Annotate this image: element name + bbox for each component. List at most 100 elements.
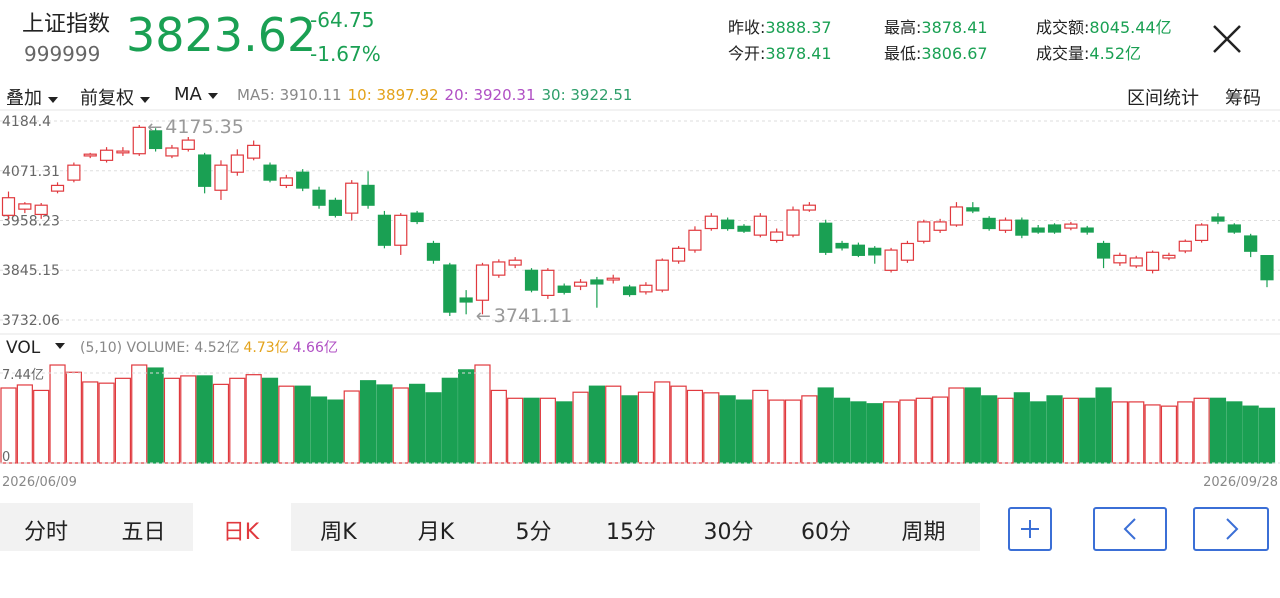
candle-body <box>802 204 816 211</box>
tool-button[interactable]: 筹码 <box>1225 88 1261 109</box>
candle-body <box>672 247 686 262</box>
tab[interactable]: 15分 <box>606 520 656 545</box>
vol-name[interactable]: VOL <box>6 338 41 358</box>
dropdown[interactable]: 前复权 <box>80 84 150 110</box>
stat: 昨收:3888.37 <box>728 14 832 38</box>
close-button[interactable] <box>1210 22 1244 56</box>
tab[interactable]: 周期 <box>901 520 946 545</box>
volume-bar <box>1144 404 1161 464</box>
candle-body <box>1195 224 1209 241</box>
tab[interactable]: 周K <box>320 520 357 545</box>
price: 3823.62 <box>126 8 317 62</box>
volume-bar <box>1160 405 1178 464</box>
volume-bar <box>1242 405 1259 464</box>
stat-value: 3806.67 <box>921 44 988 63</box>
candle-body <box>1145 251 1160 271</box>
candle-body <box>230 154 244 173</box>
candle-body <box>296 171 310 189</box>
volume-bar <box>33 389 50 464</box>
tab[interactable]: 月K <box>417 520 455 545</box>
stat: 最低:3806.67 <box>884 40 988 64</box>
candle-body <box>508 259 522 266</box>
volume-bar <box>686 389 704 464</box>
volume-bar <box>163 377 181 464</box>
candle-body <box>606 277 620 281</box>
ma-legend: MA5: 3910.11 <box>237 86 342 104</box>
candle-body <box>998 219 1013 231</box>
volume-bar <box>588 385 605 464</box>
candle-body <box>688 229 702 251</box>
x-end-label: 2026/09/28 <box>1203 475 1278 490</box>
candle-body <box>557 285 571 293</box>
tab[interactable]: 五日 <box>121 520 166 545</box>
candle-body <box>312 189 326 206</box>
candle-body <box>1129 257 1143 267</box>
volume-bar <box>114 377 132 464</box>
candle-body <box>394 214 408 246</box>
y-tick-label: 3732.06 <box>2 313 60 329</box>
candle-body <box>1096 242 1111 259</box>
candle-body <box>949 206 964 226</box>
tool-button[interactable]: 区间统计 <box>1127 88 1199 109</box>
volume-bar <box>180 375 197 464</box>
stat: 最高:3878.41 <box>884 14 988 38</box>
candle-body <box>279 177 293 187</box>
volume-bar <box>261 377 279 464</box>
volume-bar <box>49 364 66 464</box>
volume-bar <box>735 399 753 464</box>
candle-body <box>132 126 146 155</box>
tab[interactable]: 日K <box>222 520 260 545</box>
tab[interactable]: 5分 <box>515 520 552 545</box>
tab-bar <box>0 503 980 551</box>
tab[interactable]: 30分 <box>703 520 754 545</box>
vol-legend: (5,10) VOLUME: 4.52亿 <box>80 340 240 356</box>
vol-ma10: 4.66亿 <box>293 340 338 356</box>
tab[interactable]: 分时 <box>23 520 68 545</box>
stat-value: 8045.44亿 <box>1089 18 1172 37</box>
volume-bar <box>850 401 867 464</box>
change-pct: -1.67% <box>310 42 381 66</box>
volume-bar <box>784 399 802 464</box>
volume-bar <box>327 399 344 464</box>
stat-value: 3888.37 <box>765 18 832 37</box>
volume-bar <box>245 374 262 464</box>
zoom-in[interactable] <box>1008 507 1052 551</box>
candle-body <box>148 130 163 150</box>
candle-body <box>704 215 718 230</box>
candle-body <box>475 264 490 301</box>
dropdown[interactable]: MA <box>174 84 218 105</box>
candle-body <box>1113 254 1127 264</box>
vol-tick-label: 7.44亿 <box>2 368 44 383</box>
volume-bar <box>1013 392 1030 464</box>
volume-bar <box>621 395 638 464</box>
volume-bar <box>1111 401 1129 464</box>
candle-body <box>198 154 212 187</box>
volume-bar <box>82 381 99 464</box>
candle-body <box>900 242 915 261</box>
volume-bar <box>1062 397 1079 464</box>
stat-label: 成交量: <box>1036 44 1090 63</box>
candle-body <box>1244 235 1258 252</box>
volume-bar <box>1128 401 1145 464</box>
volume-bar <box>981 395 998 464</box>
change: -64.75 <box>310 8 375 32</box>
volume-bar <box>817 387 834 464</box>
candle-body <box>1260 255 1274 281</box>
candle-body <box>737 225 751 232</box>
volume-bar <box>752 389 769 464</box>
vol-dropdown-arrow <box>55 343 65 349</box>
candle-body <box>18 203 32 210</box>
chart: 3732.06 3845.15 3958.23 4071.31 4184.4 VOL (5,… <box>0 109 1280 490</box>
dropdown[interactable]: 叠加 <box>6 84 58 110</box>
tab[interactable]: 60分 <box>801 520 851 545</box>
volume-bar <box>343 390 360 464</box>
candle-body <box>377 214 392 246</box>
candle-body <box>1080 227 1094 233</box>
next[interactable] <box>1193 507 1269 551</box>
candle-body <box>443 264 457 313</box>
volume-bar <box>131 364 148 464</box>
volume-bar <box>1177 401 1194 464</box>
prev[interactable] <box>1093 507 1167 551</box>
candle-body <box>966 207 980 212</box>
